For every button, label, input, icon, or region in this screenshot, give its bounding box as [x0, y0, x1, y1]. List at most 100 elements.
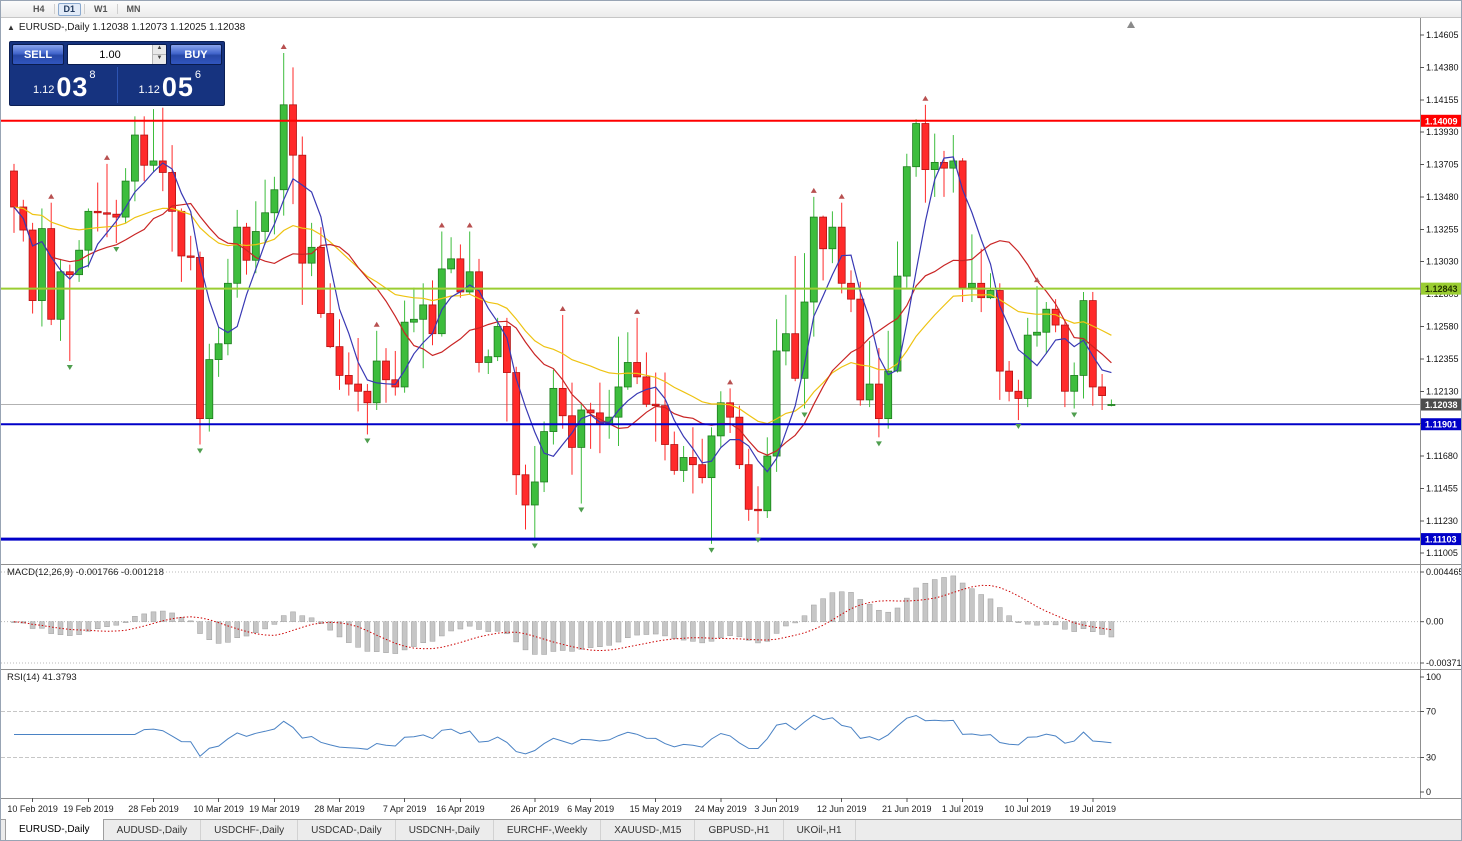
macd-bar [364, 621, 371, 652]
candle-body [205, 359, 214, 420]
macd-bar [160, 610, 166, 622]
date-label: 12 Jun 2019 [817, 804, 867, 814]
sell-price-point: 8 [89, 69, 96, 81]
macd-bar [411, 621, 417, 647]
fractal-up-icon [922, 95, 929, 101]
price-tick-label: 1.11230 [1426, 516, 1458, 526]
chart-tab-AUDUSDDaily[interactable]: AUDUSD-,Daily [104, 820, 202, 840]
macd-bar [392, 621, 399, 654]
rsi-label: RSI(14) 41.3793 [7, 672, 77, 683]
macd-bar [922, 582, 929, 622]
candle-body [419, 304, 428, 320]
period-button-W1[interactable]: W1 [88, 3, 114, 16]
price-tags: 1.14009 1.12843 1.11901 1.11103 1.12038 [1421, 114, 1461, 546]
price-tick-label: 1.13705 [1426, 160, 1459, 170]
buy-price-pips: 05 [161, 72, 194, 102]
macd-bar [308, 617, 315, 622]
chart-tab-USDCADDaily[interactable]: USDCAD-,Daily [298, 820, 396, 840]
buy-button[interactable]: BUY [170, 44, 222, 65]
macd-bar [820, 598, 826, 622]
macd-bar [550, 621, 557, 652]
macd-bar [346, 621, 352, 643]
macd-bar [113, 621, 120, 626]
candle-body [995, 290, 1004, 372]
macd-bar [1024, 621, 1031, 625]
time-axis[interactable] [1, 798, 1462, 821]
price-level-tag: 1.12038 [1425, 400, 1458, 410]
ma-line-medium [13, 202, 1112, 456]
chart-tab-XAUUSDM15[interactable]: XAUUSD-,M15 [601, 820, 696, 840]
macd-bar [615, 621, 622, 643]
toolbar-separator [53, 4, 55, 14]
period-button-D1[interactable]: D1 [57, 2, 82, 16]
candle-body [103, 212, 111, 215]
candle-body [679, 457, 688, 471]
fractal-up-icon [559, 305, 566, 311]
price-tick-label: 1.14605 [1426, 30, 1459, 40]
date-label: 28 Mar 2019 [314, 804, 365, 814]
date-label: 21 Jun 2019 [882, 804, 932, 814]
candle-body [400, 321, 409, 388]
candle-body [484, 356, 493, 363]
macd-bar [197, 621, 203, 634]
candle-body [651, 403, 660, 407]
chart-tab-UKOilH1[interactable]: UKOil-,H1 [784, 820, 856, 840]
fractal-down-icon [1071, 412, 1078, 418]
macd-axis-label: 0.00 [1426, 617, 1444, 627]
period-toolbar: H4 D1 W1 MN [1, 1, 1461, 18]
price-axis-labels: 1.14605 1.14380 1.14155 1.13930 1.13705 1.134… [1420, 30, 1459, 558]
chart-tab-USDCNHDaily[interactable]: USDCNH-,Daily [396, 820, 494, 840]
candle-body [530, 481, 539, 506]
macd-bar [848, 592, 854, 622]
volume-up-icon[interactable]: ▲ [153, 45, 166, 55]
candle-body [93, 210, 102, 214]
macd-bar [383, 621, 389, 653]
sell-quote[interactable]: 1.12 03 8 [12, 67, 117, 103]
chart-tab-USDCHFDaily[interactable]: USDCHF-,Daily [201, 820, 299, 840]
fractal-up-icon [373, 321, 380, 327]
price-tick-label: 1.13255 [1426, 224, 1459, 234]
horizontal-lines[interactable] [1, 119, 1420, 541]
macd-bar [811, 604, 817, 622]
buy-quote[interactable]: 1.12 05 6 [116, 67, 223, 103]
chart-tab-GBPUSDH1[interactable]: GBPUSD-,H1 [695, 820, 784, 840]
macd-bar [913, 587, 919, 622]
fractal-down-icon [801, 412, 808, 418]
price-tick-label: 1.13930 [1426, 127, 1459, 137]
volume-input[interactable] [68, 45, 152, 64]
period-button-MN[interactable]: MN [121, 3, 147, 16]
sell-button[interactable]: SELL [12, 44, 64, 65]
date-label: 19 Feb 2019 [63, 804, 114, 814]
candle-body [65, 271, 74, 276]
candle-body [521, 474, 530, 506]
macd-bar [569, 621, 575, 652]
panel-separators[interactable] [1, 17, 1462, 799]
macd-bar [187, 620, 194, 623]
macd-bar [1071, 621, 1077, 632]
rsi-axis-label: 30 [1426, 753, 1436, 763]
macd-bar [755, 621, 761, 644]
candle-body [828, 226, 837, 250]
macd-bar [736, 621, 743, 638]
candle-body [47, 228, 56, 320]
period-button-H4[interactable]: H4 [27, 3, 51, 16]
fractal-up-icon [438, 222, 445, 228]
macd-bar [578, 621, 585, 650]
macd-bar [280, 615, 287, 622]
price-axis[interactable] [1420, 17, 1462, 798]
chart-tab-EURUSDDaily[interactable]: EURUSD-,Daily [5, 819, 104, 840]
candle-body [363, 390, 372, 404]
rsi-axis-label: 100 [1426, 672, 1441, 682]
macd-bar [978, 594, 984, 622]
chart-tab-EURCHFWeekly[interactable]: EURCHF-,Weekly [494, 820, 602, 840]
macd-bar [708, 621, 715, 642]
panel-collapse-icon[interactable]: ▲ [7, 22, 15, 32]
chart-plot-area[interactable] [1, 17, 1420, 798]
chart-shift-icon[interactable] [1127, 21, 1135, 28]
ma-lines [13, 156, 1112, 473]
macd-bar [253, 621, 259, 634]
volume-down-icon[interactable]: ▼ [153, 55, 166, 64]
rsi-line [14, 714, 1112, 758]
